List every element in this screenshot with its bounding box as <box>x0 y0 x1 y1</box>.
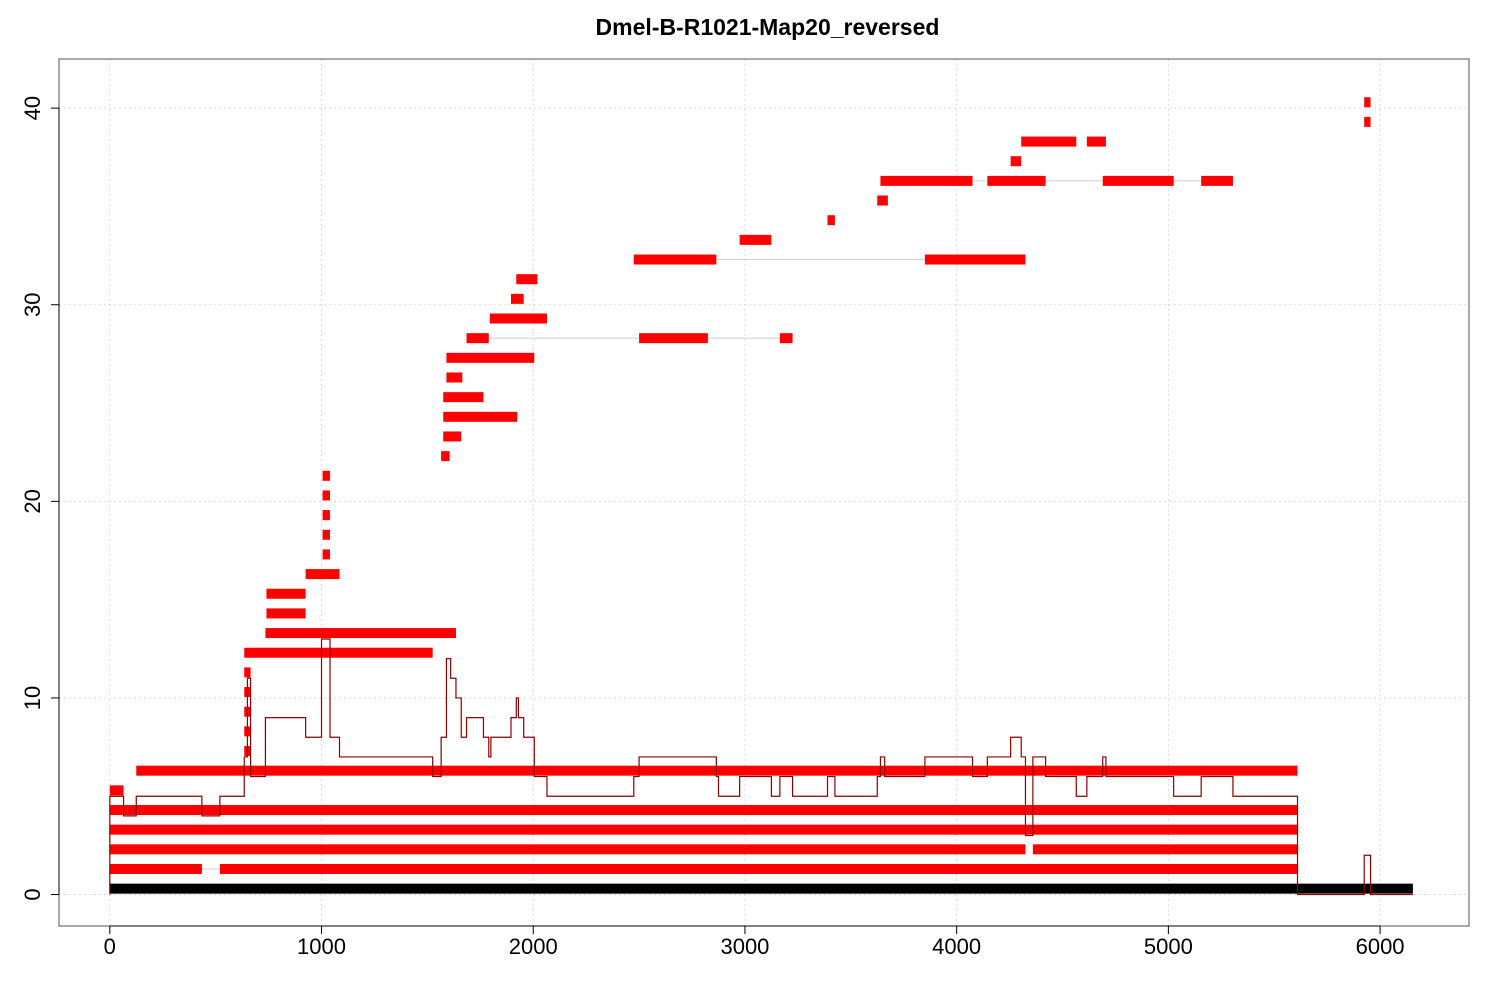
chart-title: Dmel-B-R1021-Map20_reversed <box>595 14 940 40</box>
alignment-segment-16 <box>266 588 306 599</box>
alignment-segment-46 <box>1086 136 1106 147</box>
alignment-segment-47 <box>1364 116 1371 127</box>
alignment-segment-1 <box>219 863 1298 874</box>
alignment-segment-34 <box>516 274 538 285</box>
alignment-segment-15 <box>266 608 306 619</box>
alignment-segment-35 <box>633 254 717 265</box>
alignment-segments <box>109 97 1413 894</box>
alignment-segment-48 <box>1364 97 1371 108</box>
alignment-segment-12 <box>244 667 251 678</box>
alignment-segment-14 <box>265 628 456 639</box>
alignment-segment-36 <box>924 254 1026 265</box>
alignment-segment-37 <box>739 234 772 245</box>
alignment-segment-32 <box>489 313 547 324</box>
alignment-segment-39 <box>877 195 888 206</box>
coverage-line <box>109 638 1413 896</box>
alignment-segment-42 <box>1102 175 1174 186</box>
alignment-segment-17 <box>305 569 340 580</box>
coverage-path <box>109 638 1413 896</box>
x-tick-label-4000: 4000 <box>932 934 981 959</box>
alignment-segment-45 <box>1021 136 1077 147</box>
alignment-segment-29 <box>466 333 489 344</box>
alignment-segment-2 <box>109 844 1026 855</box>
y-axis: 0 10 20 30 40 <box>20 96 60 901</box>
y-tick-label-40: 40 <box>20 96 45 120</box>
x-tick-label-6000: 6000 <box>1356 934 1405 959</box>
reference-bar <box>109 883 1413 894</box>
y-tick-label-10: 10 <box>20 686 45 710</box>
x-tick-label-2000: 2000 <box>509 934 558 959</box>
y-tick-label-20: 20 <box>20 489 45 513</box>
y-tick-label-0: 0 <box>20 888 45 900</box>
alignment-segment-4 <box>109 824 1298 835</box>
alignment-segment-0 <box>109 863 202 874</box>
alignment-segment-23 <box>441 451 450 462</box>
alignment-segment-28 <box>446 352 535 363</box>
alignment-segment-31 <box>779 333 793 344</box>
alignment-segment-24 <box>443 431 462 442</box>
alignment-segment-5 <box>109 805 1298 816</box>
alignment-segment-18 <box>322 549 330 560</box>
alignment-segment-22 <box>322 470 330 481</box>
alignment-segment-20 <box>322 510 330 521</box>
alignment-segment-40 <box>880 175 973 186</box>
alignment-segment-30 <box>639 333 708 344</box>
alignment-segment-41 <box>987 175 1046 186</box>
alignment-segment-27 <box>446 372 463 383</box>
y-tick-label-30: 30 <box>20 293 45 317</box>
alignment-segment-21 <box>322 490 330 501</box>
alignment-segment-33 <box>511 293 524 304</box>
alignment-segment-38 <box>827 215 835 226</box>
x-tick-label-0: 0 <box>104 934 116 959</box>
x-tick-label-5000: 5000 <box>1144 934 1193 959</box>
alignment-segment-6 <box>109 785 124 796</box>
alignment-segment-25 <box>443 411 518 422</box>
grid-lines <box>59 59 1469 926</box>
alignment-segment-3 <box>1032 844 1298 855</box>
alignment-segment-26 <box>443 392 484 403</box>
alignment-segment-19 <box>322 529 330 540</box>
x-tick-label-1000: 1000 <box>297 934 346 959</box>
x-axis: 0 1000 2000 3000 4000 5000 6000 <box>104 925 1405 959</box>
alignment-segment-13 <box>244 647 433 658</box>
alignment-segment-44 <box>1010 156 1022 167</box>
alignment-segment-43 <box>1201 175 1233 186</box>
x-tick-label-3000: 3000 <box>720 934 769 959</box>
